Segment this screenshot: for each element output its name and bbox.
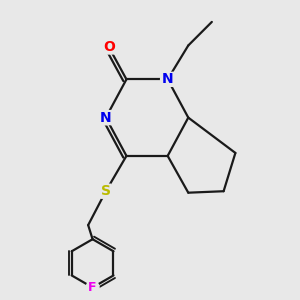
Circle shape [99, 110, 113, 125]
Circle shape [160, 72, 175, 86]
Text: N: N [100, 111, 112, 124]
Circle shape [86, 281, 99, 294]
Text: N: N [162, 72, 173, 86]
Text: F: F [88, 281, 97, 294]
Text: S: S [101, 184, 111, 198]
Text: O: O [103, 40, 115, 54]
Circle shape [99, 184, 113, 198]
Circle shape [102, 40, 115, 53]
